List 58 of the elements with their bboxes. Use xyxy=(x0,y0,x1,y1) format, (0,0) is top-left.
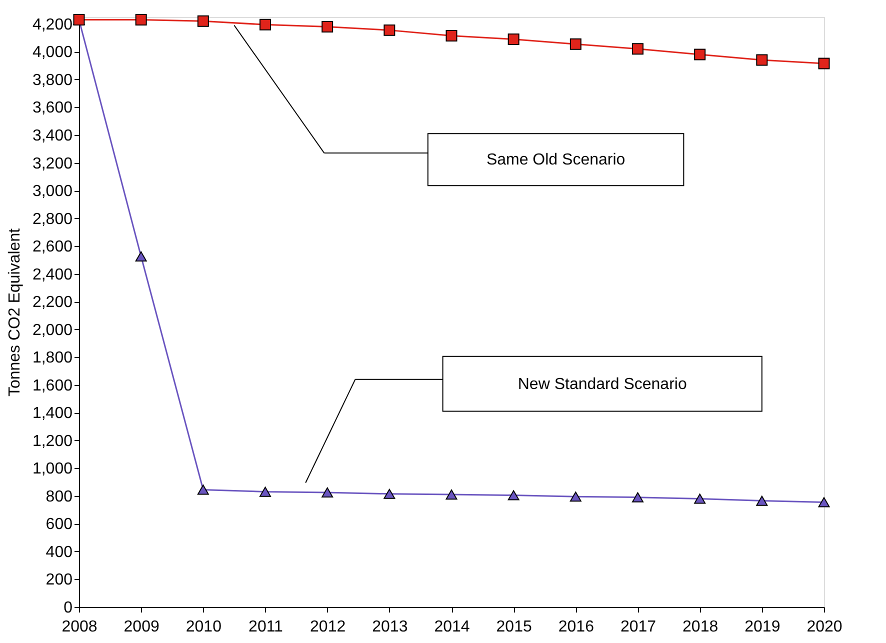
annotation: Same Old Scenario xyxy=(486,152,626,169)
y-tick-label: 2,400 xyxy=(32,266,73,284)
point xyxy=(197,484,209,495)
y-tick-label: 1,000 xyxy=(32,460,73,478)
point xyxy=(632,492,644,502)
x-tick-label: 2019 xyxy=(744,618,780,636)
y-tick-label: 3,800 xyxy=(32,72,73,89)
x-tick-label: 2020 xyxy=(806,618,842,636)
x-tick-label: 2013 xyxy=(372,618,408,636)
x-tick-label: 2014 xyxy=(434,618,470,636)
y-tick-label: 2,000 xyxy=(32,322,73,339)
y-tick-label: 3,000 xyxy=(32,183,73,200)
x-tick-label: 2018 xyxy=(682,618,718,636)
point xyxy=(135,251,147,262)
x-tick-label: 2009 xyxy=(124,618,160,636)
point xyxy=(508,33,520,45)
y-tick-label: 2,800 xyxy=(32,210,73,228)
y-tick-label: 800 xyxy=(46,488,73,506)
y-axis-title: Tonnes CO2 Equivalent xyxy=(6,228,24,397)
y-tick-label: 0 xyxy=(64,600,73,616)
y-tick-label: 3,200 xyxy=(32,155,73,172)
y-tick-label: 2,200 xyxy=(32,294,73,312)
y-tick-label: 1,800 xyxy=(32,350,73,367)
point xyxy=(632,43,644,55)
y-tick-label: 600 xyxy=(46,516,73,534)
point xyxy=(135,14,147,26)
x-tick-label: 2010 xyxy=(186,618,222,636)
point xyxy=(322,487,334,498)
point xyxy=(197,15,209,27)
point xyxy=(694,48,706,60)
x-tick-label: 2017 xyxy=(620,618,656,636)
point xyxy=(508,490,520,500)
point xyxy=(446,30,458,42)
x-tick-label: 2015 xyxy=(496,618,532,636)
point xyxy=(694,494,706,504)
point xyxy=(756,54,768,66)
point xyxy=(446,490,458,500)
y-tick-label: 3,600 xyxy=(32,100,73,117)
y-tick-label: 3,400 xyxy=(32,128,73,144)
y-tick-label: 1,400 xyxy=(32,405,73,422)
y-tick-label: 200 xyxy=(46,572,73,589)
point xyxy=(260,486,271,497)
x-tick-label: 2011 xyxy=(248,618,284,636)
point xyxy=(756,496,768,506)
x-tick-label: 2008 xyxy=(62,618,98,636)
y-tick-label: 400 xyxy=(46,544,73,561)
y-tick-label: 4,200 xyxy=(32,16,73,34)
point xyxy=(818,58,830,70)
y-tick-label: 1,600 xyxy=(32,377,73,394)
y-tick-label: 4,000 xyxy=(32,44,73,62)
point xyxy=(570,492,582,502)
x-tick-label: 2012 xyxy=(310,618,346,636)
x-tick-label: 2016 xyxy=(558,618,594,636)
y-tick-label: 1,200 xyxy=(32,432,73,450)
point xyxy=(818,497,830,508)
y-tick-label: 2,600 xyxy=(32,238,73,256)
point xyxy=(570,38,582,50)
point xyxy=(384,488,396,499)
